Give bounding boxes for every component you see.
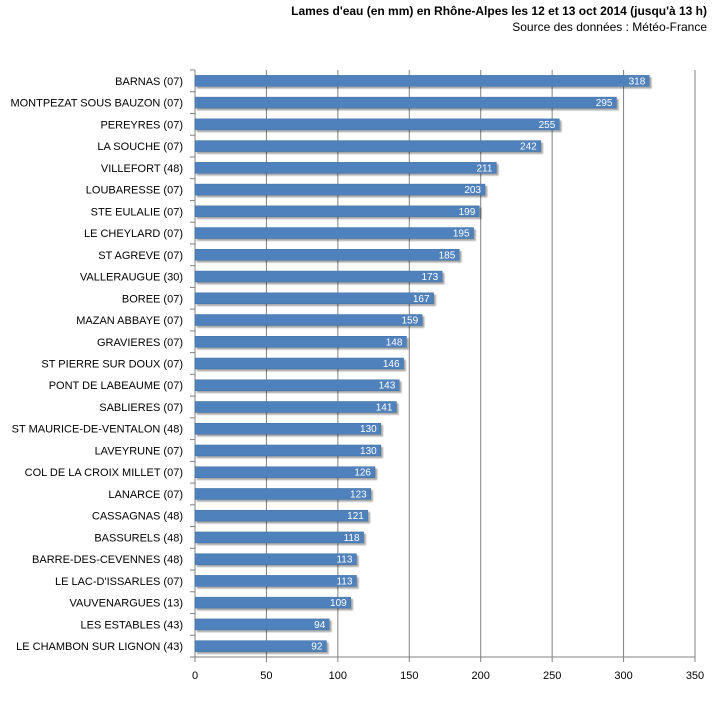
data-label: 94: [314, 620, 326, 631]
category-label: SABLIERES (07): [99, 402, 183, 414]
category-label: COL DE LA CROIX MILLET (07): [25, 467, 183, 479]
data-label: 92: [311, 642, 323, 653]
tick-labels: 0 50 100 150 200 250 300 350: [192, 670, 704, 682]
bar: [194, 336, 407, 348]
bar: [194, 575, 357, 587]
category-label: LE CHEYLARD (07): [84, 228, 183, 240]
data-label: 113: [336, 576, 352, 587]
bar: [194, 292, 434, 305]
category-label: STE EULALIE (07): [91, 206, 183, 218]
bar: [194, 357, 404, 370]
bar: [194, 422, 381, 435]
data-label: 146: [383, 359, 400, 370]
data-label: 185: [439, 250, 456, 261]
category-label: ST MAURICE-DE-VENTALON (48): [12, 424, 183, 436]
data-label: 148: [386, 337, 403, 348]
category-label: LOUBARESSE (07): [86, 185, 183, 197]
x-tick-label: 200: [472, 670, 490, 682]
x-tick-label: 300: [614, 670, 632, 682]
data-label: 159: [401, 316, 418, 327]
category-label: ST AGREVE (07): [98, 250, 183, 262]
bar: [194, 140, 541, 152]
data-label: 109: [330, 598, 347, 609]
bar: [194, 183, 486, 196]
data-label: 255: [539, 120, 556, 131]
data-label: 118: [344, 533, 360, 544]
x-tick-label: 350: [686, 670, 704, 682]
chart-title: Lames d'eau (en mm) en Rhône-Alpes les 1…: [291, 4, 707, 18]
data-label: 123: [350, 489, 367, 500]
category-label: LE LAC-D'ISSARLES (07): [55, 576, 183, 588]
bar: [194, 314, 423, 326]
bar: [194, 488, 371, 500]
bar: [194, 270, 443, 283]
data-label: 173: [421, 272, 438, 283]
category-label: BOREE (07): [122, 293, 183, 305]
bar: [194, 444, 381, 457]
category-label: ST PIERRE SUR DOUX (07): [41, 359, 183, 371]
data-label: 203: [464, 185, 481, 196]
x-tick-label: 0: [192, 670, 198, 682]
bar: [194, 509, 369, 522]
category-label: BARNAS (07): [115, 76, 183, 88]
bar: [194, 531, 364, 544]
data-label: 130: [360, 446, 377, 457]
category-label: VAUVENARGUES (13): [70, 598, 184, 610]
bar: [194, 553, 357, 565]
bar: [194, 249, 460, 261]
data-label: 318: [629, 76, 646, 87]
category-label: LE CHAMBON SUR LIGNON (43): [16, 641, 183, 653]
x-tick-label: 100: [329, 670, 347, 682]
category-label: BASSURELS (48): [94, 532, 183, 544]
data-label: 141: [376, 402, 393, 413]
x-tick-label: 250: [543, 670, 561, 682]
chart-subtitle: Source des données : Météo-France: [512, 20, 707, 34]
bar: [194, 75, 650, 87]
data-label: 167: [413, 294, 430, 305]
bar: [194, 162, 497, 174]
data-label: 199: [459, 207, 476, 218]
bar: [194, 227, 474, 239]
category-label: BARRE-DES-CEVENNES (48): [32, 554, 183, 566]
bar: [194, 96, 617, 109]
category-label: LAVEYRUNE (07): [95, 445, 183, 457]
category-label: GRAVIERES (07): [97, 337, 183, 349]
category-label: LA SOUCHE (07): [97, 141, 183, 153]
x-tick-label: 50: [260, 670, 272, 682]
category-labels: BARNAS (07) MONTPEZAT SOUS BAUZON (07) PER…: [10, 76, 183, 653]
category-label: LANARCE (07): [108, 489, 183, 501]
data-label: 121: [347, 511, 364, 522]
data-label: 126: [354, 468, 371, 479]
category-label: VALLERAUGUE (30): [80, 272, 183, 284]
bar: [194, 205, 480, 218]
bar: [194, 379, 400, 391]
data-label: 195: [453, 229, 470, 240]
category-label: MONTPEZAT SOUS BAUZON (07): [10, 98, 183, 110]
data-label: 211: [476, 163, 492, 174]
category-label: PEREYRES (07): [100, 119, 183, 131]
category-label: PONT DE LABEAUME (07): [49, 380, 183, 392]
bar: [194, 466, 376, 478]
data-label: 242: [520, 142, 537, 153]
bar: [194, 596, 351, 609]
data-label: 113: [336, 555, 352, 566]
bar: [194, 640, 327, 652]
data-label: 143: [379, 381, 396, 392]
data-label: 130: [360, 424, 377, 435]
bar: [194, 401, 397, 413]
data-label: 295: [596, 98, 613, 109]
category-label: MAZAN ABBAYE (07): [76, 315, 183, 327]
bar: [194, 618, 330, 631]
x-tick-label: 150: [400, 670, 418, 682]
category-label: LES ESTABLES (43): [80, 619, 183, 631]
category-label: VILLEFORT (48): [101, 163, 183, 175]
category-label: CASSAGNAS (48): [92, 511, 183, 523]
bar: [194, 118, 560, 131]
